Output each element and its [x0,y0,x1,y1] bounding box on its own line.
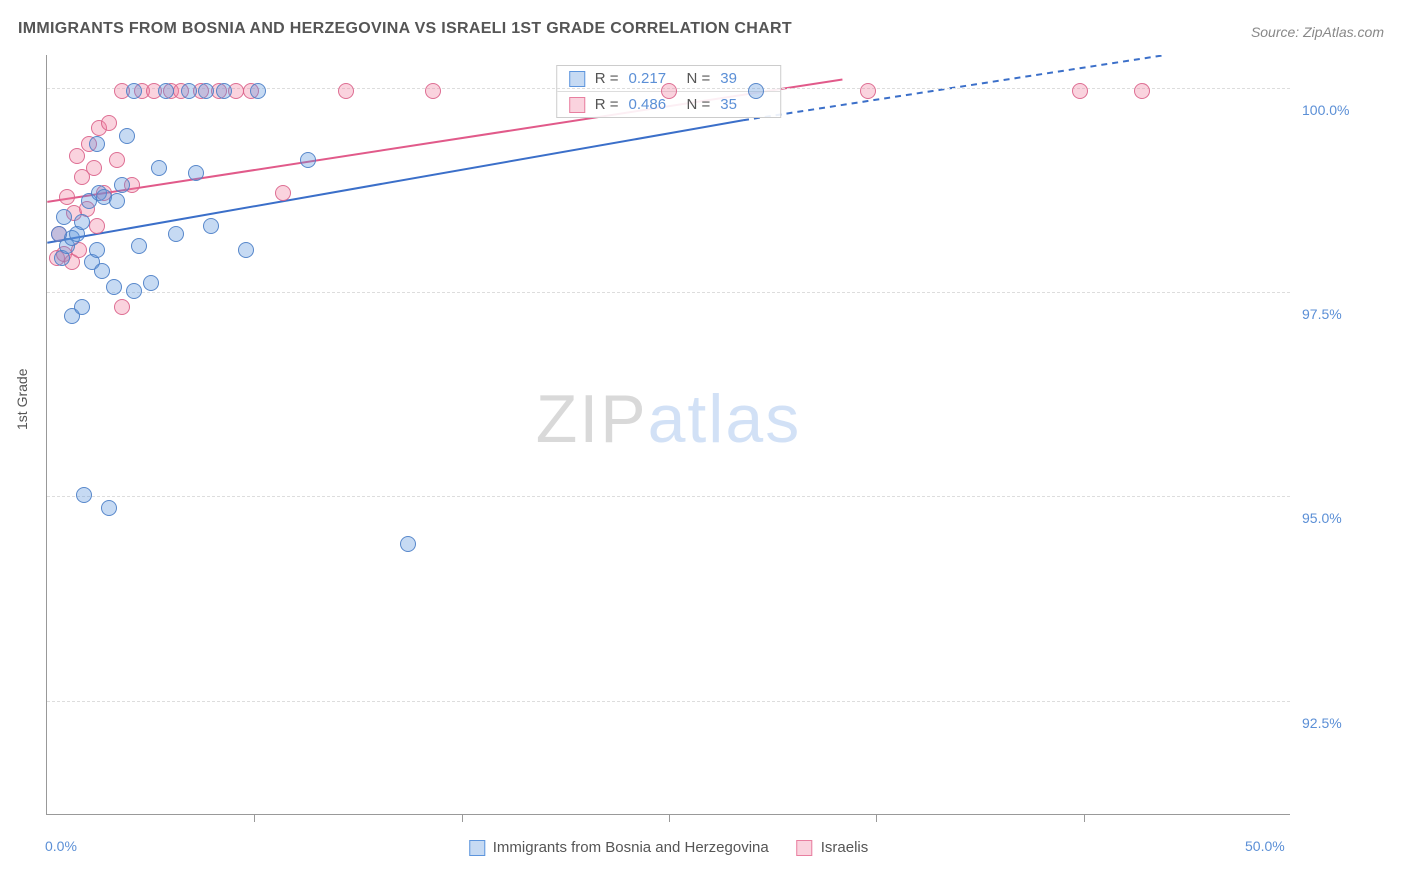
scatter-point [76,487,92,503]
scatter-point [158,83,174,99]
scatter-point [300,152,316,168]
scatter-point [86,160,102,176]
legend-item-blue: Immigrants from Bosnia and Herzegovina [469,839,769,856]
scatter-point [1134,83,1150,99]
y-tick-label: 95.0% [1302,510,1382,526]
scatter-point [126,283,142,299]
scatter-point [203,218,219,234]
scatter-point [109,193,125,209]
scatter-point [89,136,105,152]
watermark: ZIPatlas [536,380,801,458]
plot-area: ZIPatlas R = 0.217 N = 39 R = 0.486 N = … [46,55,1290,815]
scatter-point [59,189,75,205]
scatter-point [151,160,167,176]
scatter-point [238,242,254,258]
stats-n-label: N = [687,70,711,87]
scatter-point [114,177,130,193]
gridline [47,292,1290,293]
scatter-point [250,83,266,99]
scatter-point [101,500,117,516]
x-tick-label: 0.0% [45,838,77,854]
y-tick-label: 100.0% [1302,102,1382,118]
legend-pink-label: Israelis [821,839,869,856]
y-axis-label: 1st Grade [14,369,30,430]
swatch-pink-icon [797,840,813,856]
scatter-point [131,238,147,254]
scatter-point [89,218,105,234]
x-tick [1084,814,1085,822]
swatch-pink-icon [569,97,585,113]
scatter-point [275,185,291,201]
scatter-point [198,83,214,99]
gridline [47,701,1290,702]
scatter-point [216,83,232,99]
scatter-point [661,83,677,99]
scatter-point [101,115,117,131]
scatter-point [69,148,85,164]
gridline [47,496,1290,497]
x-tick [462,814,463,822]
y-tick-label: 97.5% [1302,306,1382,322]
stats-r-label: R = [595,70,619,87]
scatter-point [1072,83,1088,99]
scatter-point [94,263,110,279]
stats-pink-n: 35 [720,96,768,113]
scatter-point [168,226,184,242]
watermark-atlas: atlas [648,381,802,457]
scatter-point [109,152,125,168]
chart-title: IMMIGRANTS FROM BOSNIA AND HERZEGOVINA V… [18,20,792,38]
scatter-point [74,214,90,230]
scatter-point [338,83,354,99]
stats-r-label: R = [595,96,619,113]
scatter-point [748,83,764,99]
scatter-point [143,275,159,291]
swatch-blue-icon [469,840,485,856]
scatter-point [181,83,197,99]
scatter-point [89,242,105,258]
scatter-point [114,299,130,315]
scatter-point [126,83,142,99]
scatter-point [188,165,204,181]
swatch-blue-icon [569,71,585,87]
scatter-point [74,299,90,315]
legend-bottom: Immigrants from Bosnia and Herzegovina I… [469,839,868,856]
stats-n-label: N = [687,96,711,113]
scatter-point [106,279,122,295]
watermark-zip: ZIP [536,381,648,457]
source-attribution: Source: ZipAtlas.com [1251,24,1384,40]
scatter-point [56,209,72,225]
scatter-point [860,83,876,99]
scatter-point [425,83,441,99]
legend-blue-label: Immigrants from Bosnia and Herzegovina [493,839,769,856]
y-tick-label: 92.5% [1302,715,1382,731]
legend-item-pink: Israelis [797,839,869,856]
x-tick [876,814,877,822]
scatter-point [119,128,135,144]
x-tick [669,814,670,822]
x-tick-label: 50.0% [1245,838,1285,854]
x-tick [254,814,255,822]
scatter-point [400,536,416,552]
